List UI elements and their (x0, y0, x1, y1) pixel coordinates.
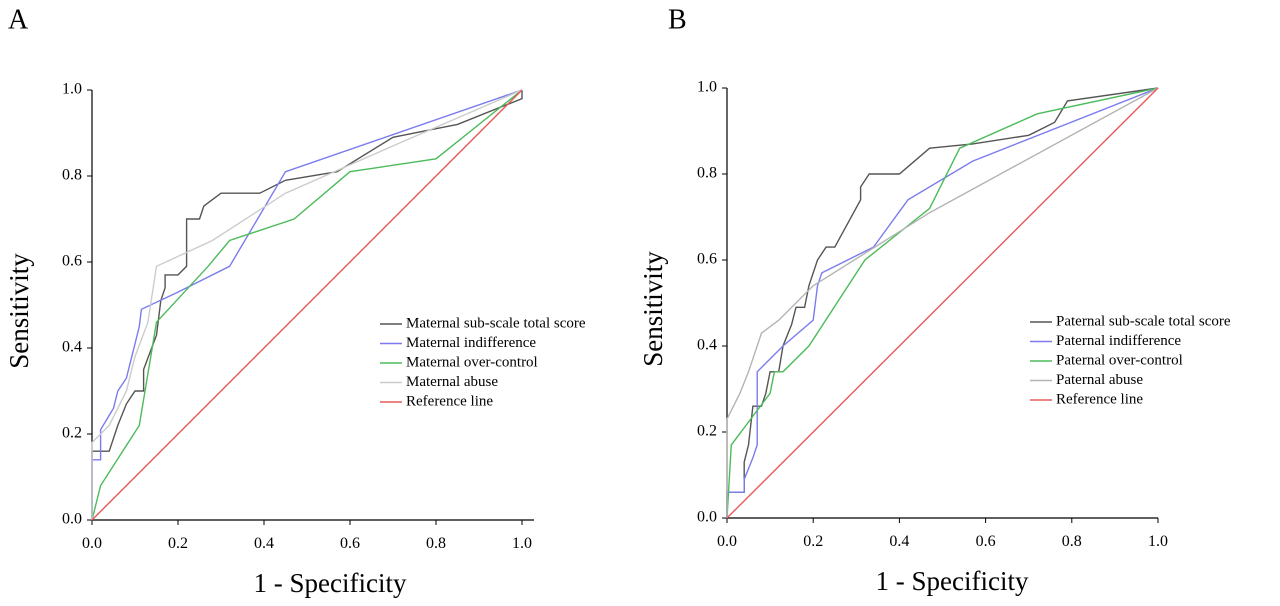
roc-curve (91, 89, 523, 520)
y-tick-label: 0.2 (62, 425, 82, 442)
y-axis-title: Sensitivity (4, 253, 34, 369)
legend-label: Paternal over-control (1056, 352, 1183, 368)
x-tick-label: 0.2 (803, 533, 823, 550)
legend-label: Maternal abuse (406, 374, 498, 390)
roc-curve (91, 90, 523, 520)
panel-label: A (8, 4, 29, 35)
x-axis-title: 1 - Specificity (254, 568, 407, 598)
x-axis-title: 1 - Specificity (876, 566, 1029, 596)
x-tick-label: 0.4 (889, 533, 909, 550)
x-tick-label: 0.8 (1062, 533, 1082, 550)
y-tick-label: 0.2 (697, 423, 717, 440)
roc-curve (91, 89, 523, 520)
x-tick-label: 1.0 (1148, 533, 1168, 550)
x-tick-label: 0.2 (168, 535, 188, 552)
x-tick-label: 0.4 (254, 535, 274, 552)
x-tick-label: 0.8 (426, 535, 446, 552)
legend-label: Reference line (406, 393, 493, 409)
x-tick-label: 0.6 (976, 533, 996, 550)
x-tick-label: 0.0 (717, 533, 737, 550)
y-tick-label: 0.6 (697, 251, 717, 268)
y-tick-label: 0.8 (697, 165, 717, 182)
y-tick-label: 0.4 (697, 337, 717, 354)
y-tick-label: 1.0 (697, 79, 717, 96)
y-tick-label: 0.6 (62, 253, 82, 270)
roc-curve (726, 87, 1159, 519)
legend-label: Maternal sub-scale total score (406, 315, 586, 331)
x-tick-label: 0.0 (82, 535, 102, 552)
legend-label: Paternal abuse (1056, 372, 1143, 388)
roc-curve (726, 87, 1159, 519)
roc-curve (91, 89, 523, 521)
y-tick-label: 0.4 (62, 339, 82, 356)
roc-curve (726, 87, 1159, 518)
roc-curve (91, 89, 523, 521)
roc-curve (726, 87, 1159, 518)
legend-label: Paternal indifference (1056, 333, 1181, 349)
x-tick-label: 0.6 (340, 535, 360, 552)
y-tick-label: 0.0 (697, 509, 717, 526)
panel-label: B (668, 4, 687, 35)
y-tick-label: 0.0 (62, 511, 82, 528)
y-axis-title: Sensitivity (638, 251, 668, 367)
legend-label: Maternal over-control (406, 354, 538, 370)
legend-label: Reference line (1056, 391, 1143, 407)
y-tick-label: 0.8 (62, 167, 82, 184)
roc-curve (726, 87, 1159, 518)
y-tick-label: 1.0 (62, 81, 82, 98)
legend-label: Paternal sub-scale total score (1056, 313, 1231, 329)
legend-label: Maternal indifference (406, 335, 536, 351)
x-tick-label: 1.0 (512, 535, 532, 552)
